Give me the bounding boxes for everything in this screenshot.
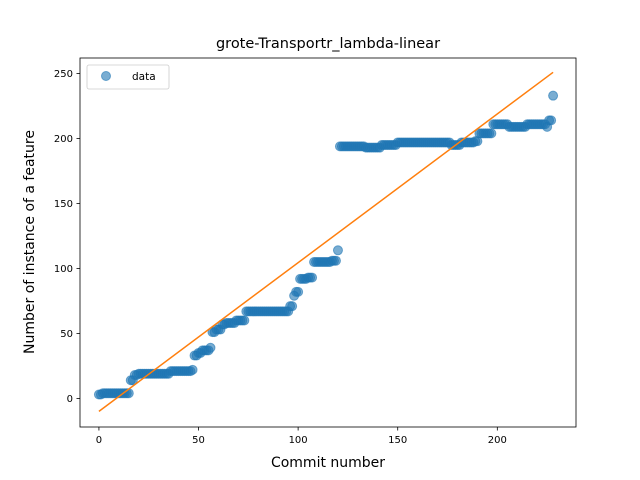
- axis-ticks: 0 50 100 150 200 0 50 100 150 200 250: [54, 69, 507, 446]
- data-point: [486, 128, 497, 139]
- y-axis-label: Number of instance of a feature: [22, 130, 38, 354]
- legend-marker-data: [101, 71, 111, 81]
- chart-title: grote-Transportr_lambda-linear: [216, 36, 440, 52]
- y-tick-label: 150: [54, 199, 73, 210]
- data-point: [123, 388, 134, 399]
- x-tick-label: 50: [192, 435, 205, 446]
- data-point: [205, 342, 216, 353]
- data-point: [546, 115, 557, 126]
- y-tick-label: 100: [54, 264, 73, 275]
- legend: data: [86, 64, 170, 90]
- y-tick-label: 0: [67, 394, 73, 405]
- axes-frame: [79, 57, 577, 428]
- fit-line: [98, 71, 554, 413]
- y-tick-label: 250: [54, 69, 73, 80]
- x-axis-label: Commit number: [271, 455, 385, 471]
- x-tick-label: 0: [96, 435, 102, 446]
- plot-area: [93, 71, 559, 413]
- legend-label-data: data: [132, 71, 156, 83]
- data-point: [187, 364, 198, 375]
- data-point: [307, 272, 318, 283]
- y-tick-label: 200: [54, 134, 73, 145]
- data-point: [332, 245, 343, 256]
- legend-box: [86, 64, 170, 90]
- data-point: [239, 315, 250, 326]
- data-point: [287, 301, 298, 312]
- data-point: [330, 255, 341, 266]
- x-tick-label: 200: [488, 435, 507, 446]
- data-point: [293, 286, 304, 297]
- data-point: [548, 90, 559, 101]
- y-tick-label: 50: [60, 329, 73, 340]
- x-tick-label: 100: [289, 435, 308, 446]
- x-tick-label: 150: [388, 435, 407, 446]
